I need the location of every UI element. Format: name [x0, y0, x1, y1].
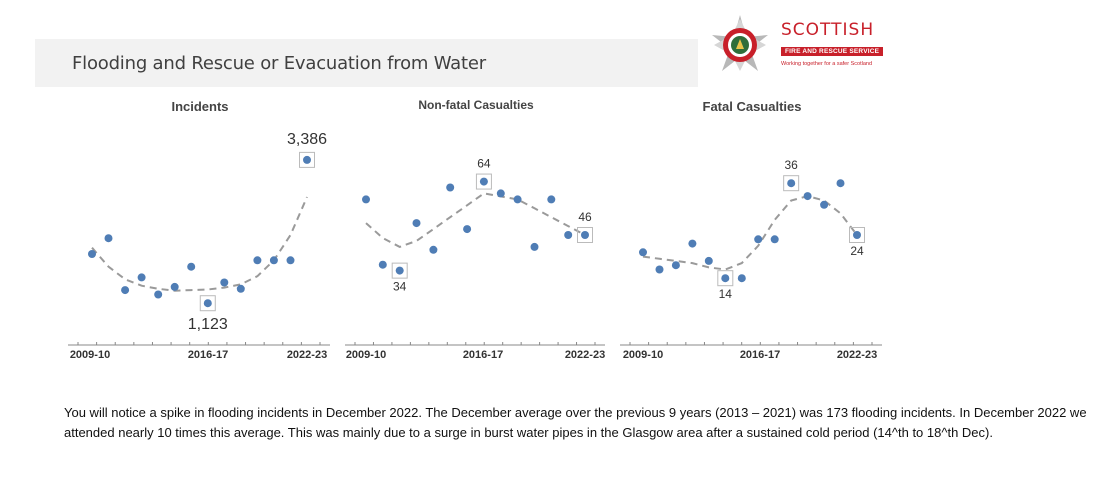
highlight-box [199, 295, 216, 312]
x-tick-label: 2009-10 [346, 349, 386, 361]
x-tick-label: 2016-17 [463, 349, 503, 361]
chart-title-non-fatal: Non-fatal Casualties [418, 98, 534, 112]
data-point [220, 278, 229, 287]
data-point [378, 260, 387, 269]
highlight-box [849, 227, 865, 243]
data-point [88, 250, 96, 258]
highlight-box [391, 262, 408, 279]
charts-canvas: 2009-10 2016-17 2022-23 1,123 3,386 2009-10 20… [68, 131, 882, 361]
highlight-box [577, 227, 593, 243]
data-point [429, 245, 438, 254]
title-band: Flooding and Rescue or Evacuation from W… [35, 39, 698, 87]
data-point [479, 177, 488, 186]
data-point [121, 286, 130, 295]
data-point [547, 195, 556, 204]
sfrs-logo: SCOTTISH FIRE AND RESCUE SERVICE Working… [706, 12, 896, 78]
logo-tagline: Working together for a safer Scotland [781, 61, 873, 67]
data-point [721, 274, 730, 283]
highlight-box [717, 270, 734, 287]
data-label: 24 [850, 244, 864, 258]
data-label: 1,123 [188, 316, 228, 333]
data-point [754, 235, 763, 244]
data-point [581, 231, 589, 239]
highlight-box [783, 175, 800, 192]
data-point [836, 179, 845, 188]
data-point [803, 192, 812, 201]
data-point [362, 195, 370, 204]
data-point [704, 256, 713, 265]
data-point [496, 189, 505, 198]
data-label: 46 [578, 210, 592, 224]
data-point [513, 195, 522, 204]
explanatory-note: You will notice a spike in flooding inci… [64, 405, 1087, 440]
data-label: 34 [393, 280, 407, 294]
x-tick-label: 2009-10 [623, 349, 663, 361]
data-point [395, 266, 404, 275]
data-point [671, 261, 680, 270]
chart-title-fatal: Fatal Casualties [702, 99, 802, 114]
data-point [104, 234, 113, 243]
data-label: 36 [784, 158, 798, 172]
highlight-box [299, 151, 315, 168]
data-point [236, 284, 245, 293]
logo-name: SCOTTISH [781, 20, 875, 40]
chart-title-incidents: Incidents [171, 99, 229, 114]
data-point [853, 231, 861, 239]
x-tick-label: 2022-23 [565, 349, 605, 361]
data-label: 64 [477, 157, 491, 171]
data-point [286, 256, 295, 265]
data-point [820, 200, 829, 209]
data-point [154, 290, 163, 299]
data-point [564, 231, 573, 239]
page-title: Flooding and Rescue or Evacuation from W… [72, 53, 486, 74]
data-label: 3,386 [287, 131, 327, 148]
x-tick-label: 2016-17 [740, 349, 780, 361]
data-point [770, 235, 779, 244]
logo-band: FIRE AND RESCUE SERVICE [781, 47, 884, 56]
data-point [737, 274, 746, 283]
data-point [137, 273, 146, 282]
data-point [688, 239, 697, 248]
x-tick-label: 2022-23 [287, 349, 327, 361]
trend-line [642, 195, 858, 271]
data-point [530, 242, 539, 251]
x-tick-label: 2022-23 [837, 349, 877, 361]
data-point [463, 225, 472, 234]
data-point [303, 155, 311, 164]
data-point [170, 282, 179, 291]
data-point [639, 248, 647, 257]
trend-line [91, 196, 308, 292]
data-point [787, 179, 796, 188]
data-label: 14 [719, 287, 733, 301]
data-point [655, 265, 664, 274]
data-point [412, 219, 421, 228]
fire-service-crest-icon [712, 15, 768, 71]
highlight-box [475, 173, 492, 190]
data-point [446, 183, 455, 192]
x-tick-label: 2009-10 [70, 349, 110, 361]
data-point [253, 256, 262, 265]
data-point [269, 256, 278, 265]
data-point [203, 299, 212, 308]
data-point [187, 262, 196, 271]
x-tick-label: 2016-17 [188, 349, 228, 361]
